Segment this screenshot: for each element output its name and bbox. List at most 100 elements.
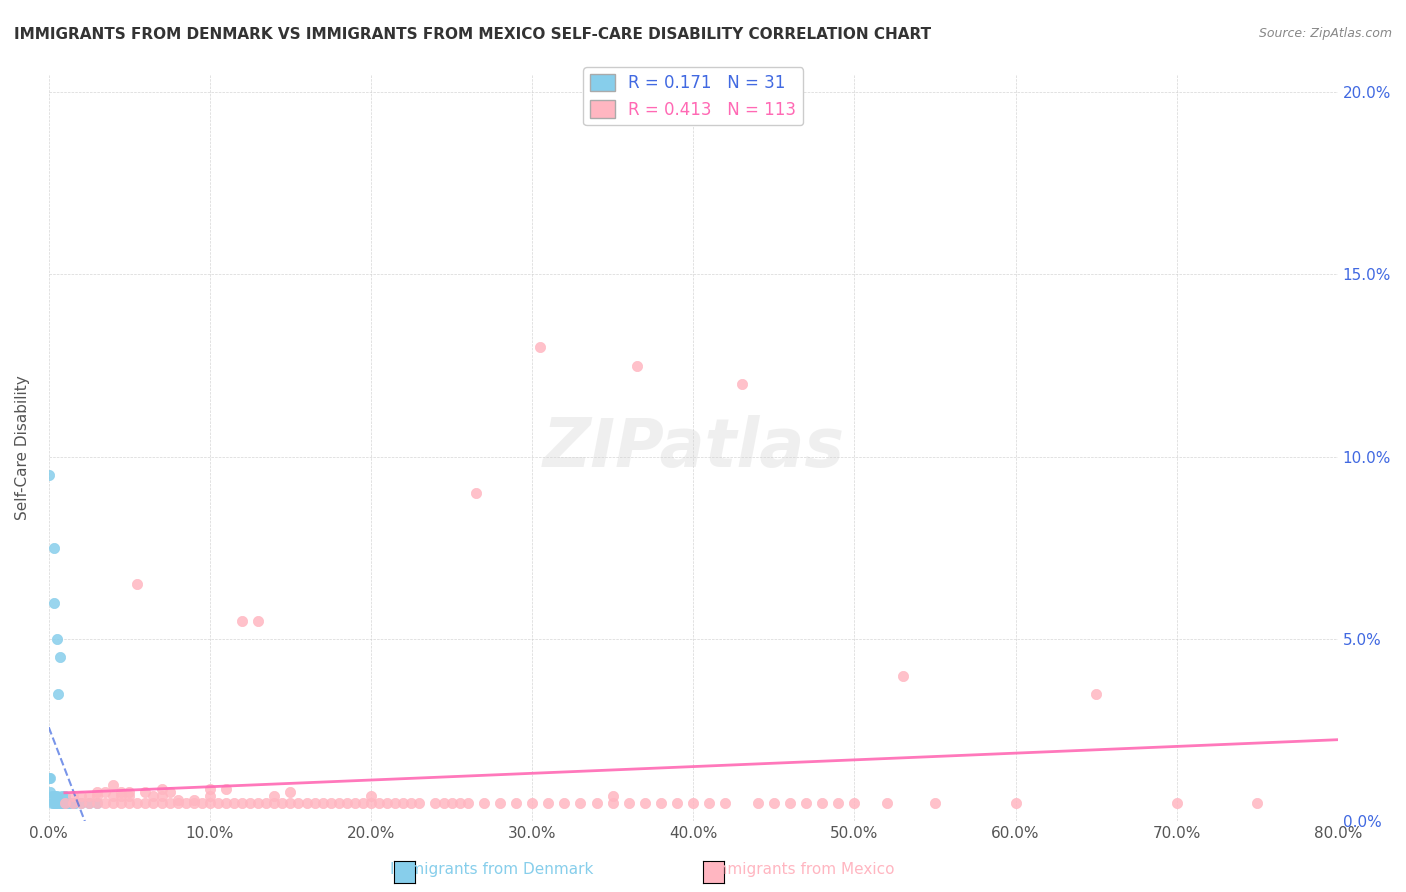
Point bbox=[110, 796, 132, 810]
Point bbox=[271, 796, 294, 810]
Point bbox=[449, 796, 471, 810]
Point bbox=[368, 796, 391, 810]
Point bbox=[86, 785, 108, 799]
Point bbox=[287, 796, 309, 810]
Point bbox=[39, 785, 62, 799]
Point bbox=[505, 796, 527, 810]
Point bbox=[62, 796, 84, 810]
Point bbox=[247, 614, 270, 628]
Point bbox=[63, 796, 86, 810]
Point bbox=[86, 789, 108, 803]
Point bbox=[352, 796, 374, 810]
Point bbox=[360, 796, 382, 810]
Point bbox=[699, 796, 721, 810]
Y-axis label: Self-Care Disability: Self-Care Disability bbox=[15, 376, 30, 520]
Point bbox=[1085, 687, 1108, 701]
Point bbox=[1246, 796, 1268, 810]
Point bbox=[222, 796, 245, 810]
Point bbox=[150, 781, 173, 796]
Point bbox=[425, 796, 447, 810]
Point bbox=[86, 796, 108, 810]
Point bbox=[472, 796, 495, 810]
Point bbox=[118, 785, 141, 799]
Point bbox=[215, 781, 238, 796]
Point bbox=[45, 632, 67, 647]
Point bbox=[650, 796, 672, 810]
Point bbox=[191, 796, 214, 810]
Point bbox=[166, 792, 188, 806]
Point bbox=[51, 796, 73, 810]
Point bbox=[311, 796, 333, 810]
Point bbox=[150, 789, 173, 803]
Point bbox=[48, 796, 70, 810]
Point bbox=[489, 796, 512, 810]
Point bbox=[811, 796, 834, 810]
Point bbox=[183, 796, 205, 810]
Point bbox=[464, 486, 486, 500]
Point bbox=[295, 796, 318, 810]
Point bbox=[520, 796, 543, 810]
Point bbox=[343, 796, 366, 810]
Point bbox=[118, 796, 141, 810]
Point bbox=[328, 796, 350, 810]
Point bbox=[127, 577, 149, 591]
Point bbox=[319, 796, 342, 810]
Point bbox=[44, 789, 66, 803]
Point bbox=[70, 796, 93, 810]
Point bbox=[51, 789, 73, 803]
Point bbox=[198, 781, 221, 796]
Point bbox=[384, 796, 406, 810]
Point bbox=[375, 796, 398, 810]
Point bbox=[198, 796, 221, 810]
Point bbox=[118, 789, 141, 803]
Text: IMMIGRANTS FROM DENMARK VS IMMIGRANTS FROM MEXICO SELF-CARE DISABILITY CORRELATI: IMMIGRANTS FROM DENMARK VS IMMIGRANTS FR… bbox=[14, 27, 931, 42]
Point bbox=[183, 792, 205, 806]
Point bbox=[62, 796, 84, 810]
Point bbox=[174, 796, 197, 810]
Point bbox=[103, 778, 125, 792]
Point bbox=[45, 796, 67, 810]
Point bbox=[215, 796, 238, 810]
Point bbox=[714, 796, 737, 810]
Point bbox=[304, 796, 326, 810]
Point bbox=[62, 789, 84, 803]
Point bbox=[103, 789, 125, 803]
Point bbox=[794, 796, 817, 810]
Point bbox=[247, 796, 270, 810]
Point bbox=[103, 796, 125, 810]
Point bbox=[77, 789, 100, 803]
Text: Immigrants from Denmark: Immigrants from Denmark bbox=[391, 863, 593, 877]
Point bbox=[602, 796, 624, 810]
Point bbox=[56, 796, 79, 810]
Point bbox=[682, 796, 704, 810]
Point bbox=[77, 796, 100, 810]
Point bbox=[94, 785, 117, 799]
Point bbox=[166, 796, 188, 810]
Point bbox=[70, 789, 93, 803]
Point bbox=[53, 796, 76, 810]
Point bbox=[401, 796, 423, 810]
Point bbox=[198, 789, 221, 803]
Point bbox=[585, 796, 607, 810]
Point bbox=[134, 785, 156, 799]
Point bbox=[239, 796, 262, 810]
Point bbox=[53, 789, 76, 803]
Point bbox=[77, 796, 100, 810]
Point bbox=[150, 796, 173, 810]
Point bbox=[747, 796, 769, 810]
Point bbox=[94, 796, 117, 810]
Point bbox=[70, 796, 93, 810]
Point bbox=[231, 796, 253, 810]
Point bbox=[876, 796, 898, 810]
Point bbox=[336, 796, 359, 810]
Point bbox=[408, 796, 430, 810]
Point bbox=[48, 687, 70, 701]
Point bbox=[280, 785, 302, 799]
Point bbox=[844, 796, 866, 810]
Point bbox=[730, 376, 752, 391]
Point bbox=[110, 785, 132, 799]
Point bbox=[280, 796, 302, 810]
Point bbox=[42, 596, 65, 610]
Point bbox=[602, 789, 624, 803]
Point bbox=[52, 796, 75, 810]
